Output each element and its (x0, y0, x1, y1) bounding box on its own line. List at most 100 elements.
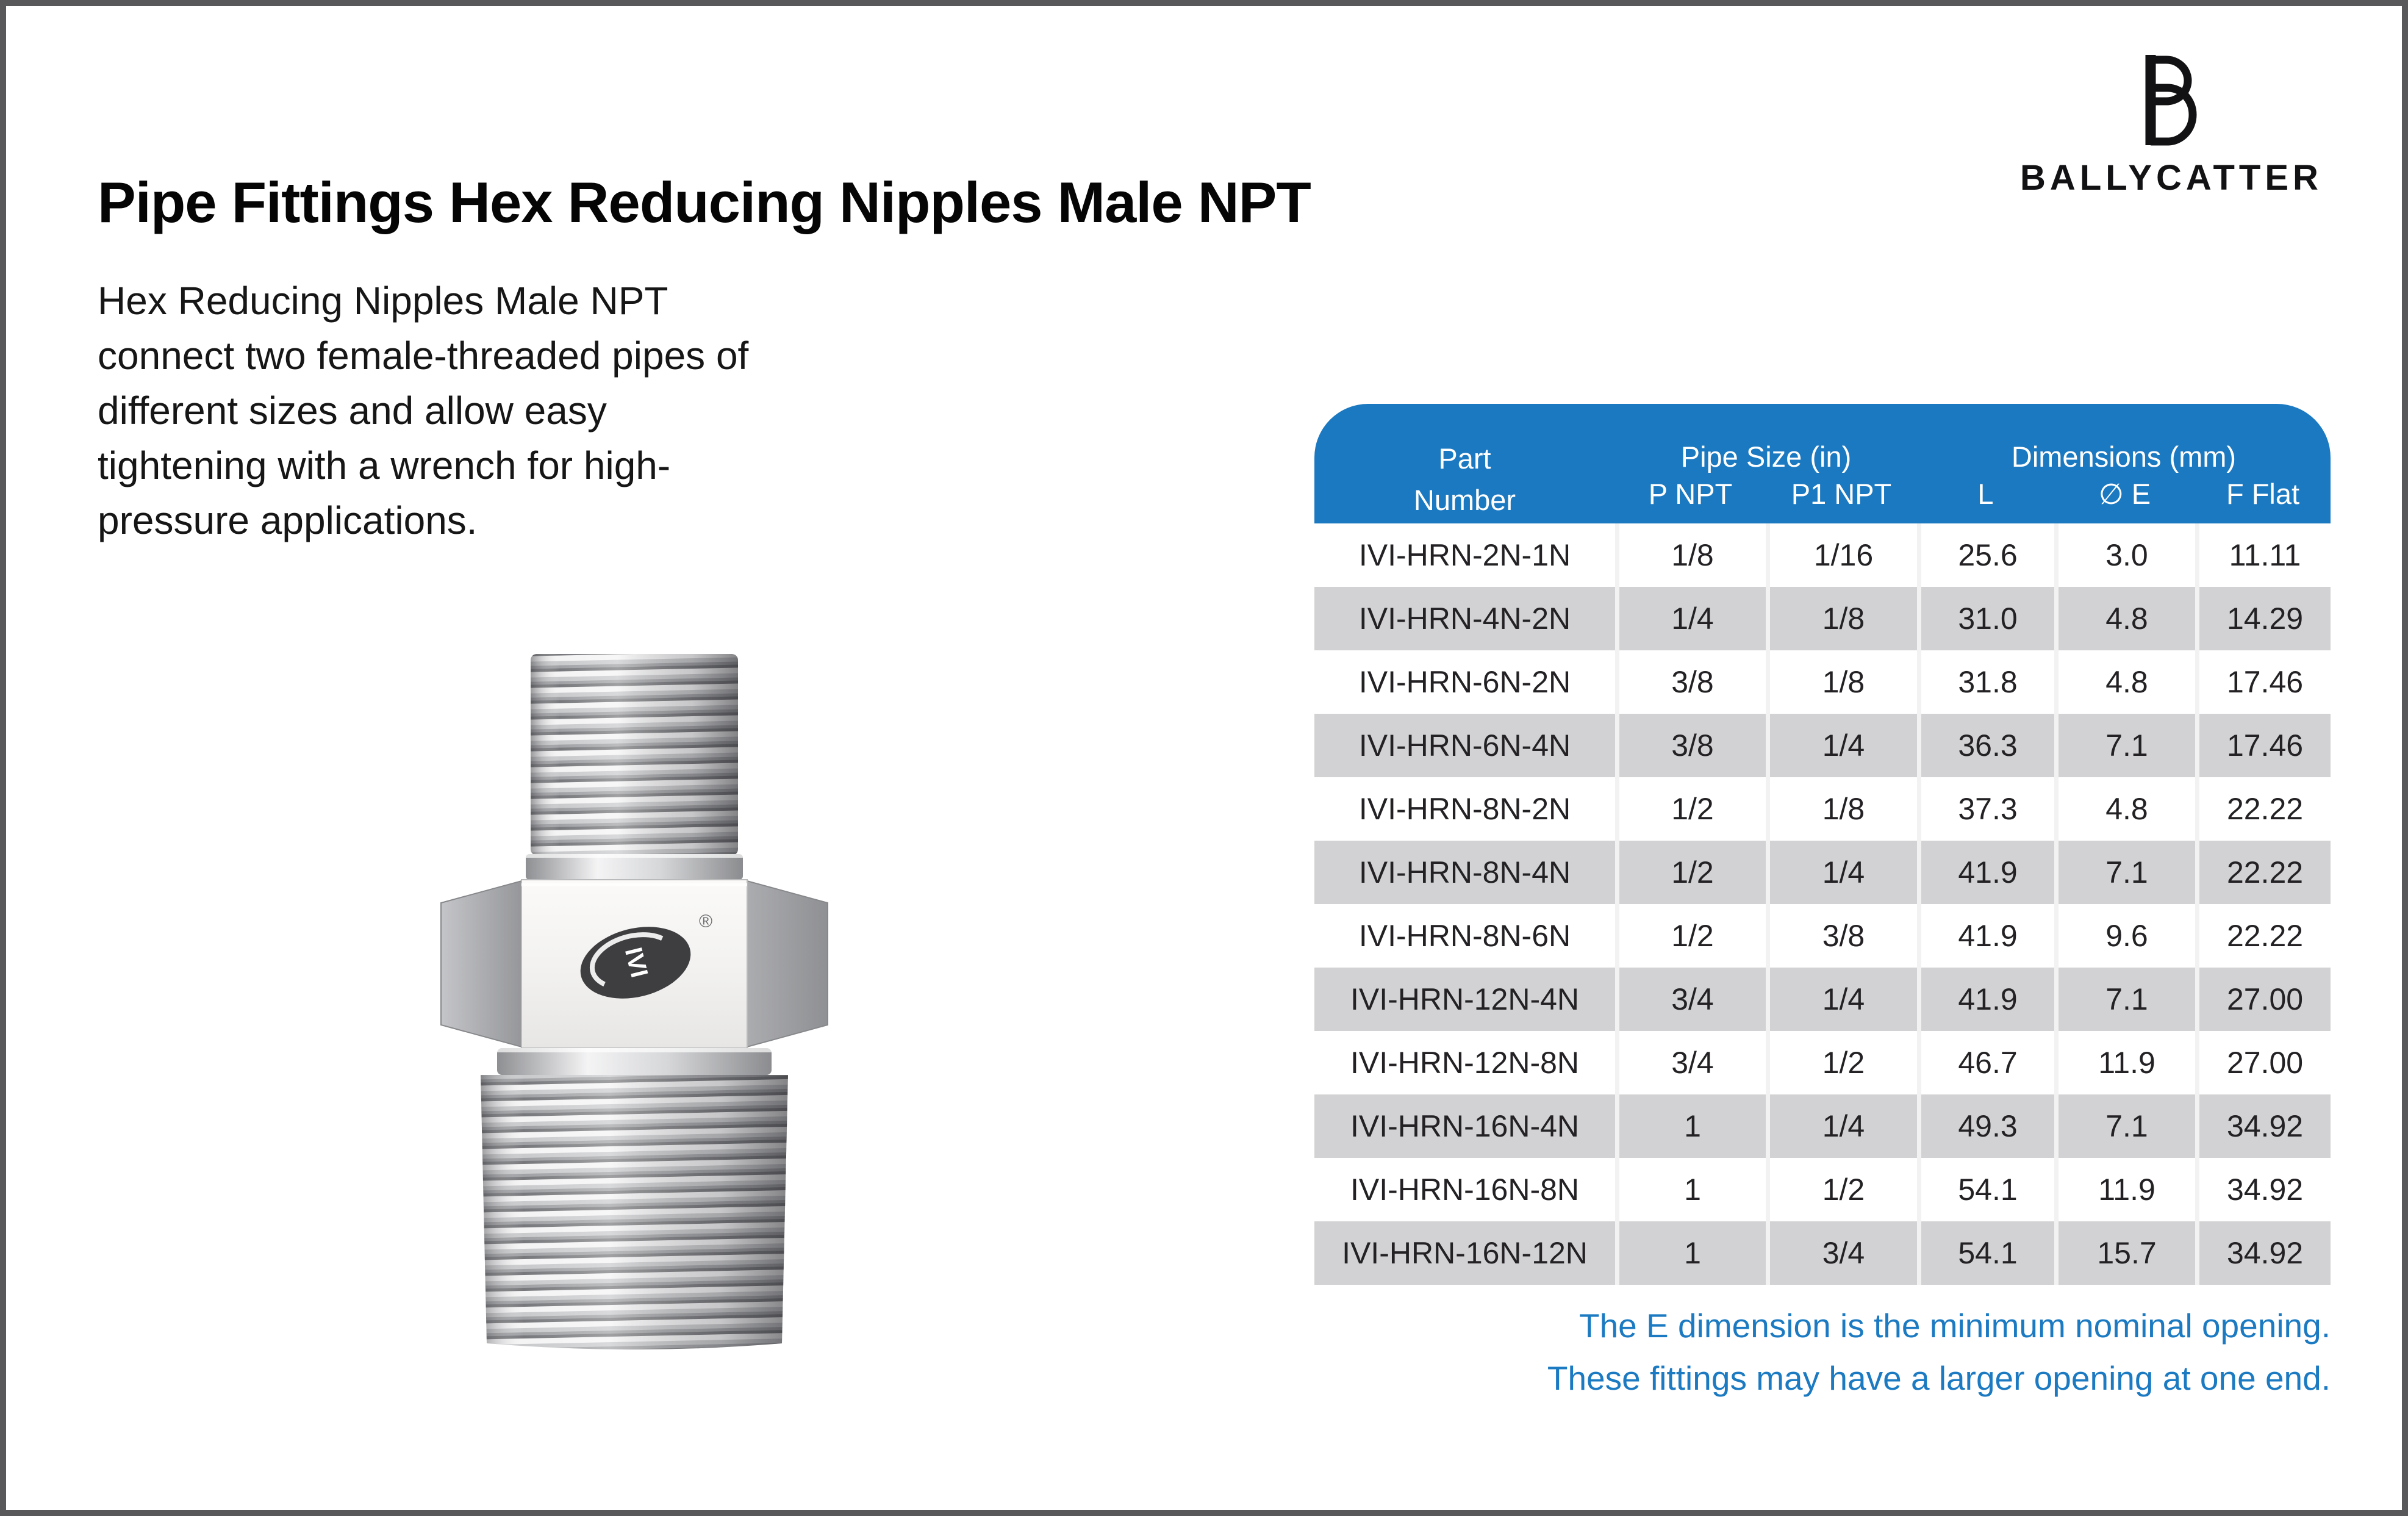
spec-value-cell: 4.8 (2054, 650, 2195, 714)
column-header-l: L (1917, 476, 2054, 523)
part-number-cell: IVI-HRN-16N-4N (1314, 1094, 1615, 1158)
spec-value-cell: 1 (1615, 1094, 1766, 1158)
spec-value-cell: 31.8 (1917, 650, 2054, 714)
spec-value-cell: 11.11 (2195, 523, 2331, 587)
column-header-p1-npt: P1 NPT (1766, 476, 1917, 523)
spec-value-cell: 1 (1615, 1158, 1766, 1221)
spec-value-cell: 22.22 (2195, 841, 2331, 904)
spec-value-cell: 1/8 (1766, 650, 1917, 714)
spec-value-cell: 7.1 (2054, 714, 2195, 777)
part-number-cell: IVI-HRN-12N-8N (1314, 1031, 1615, 1094)
spec-value-cell: 11.9 (2054, 1158, 2195, 1221)
table-footnote: The E dimension is the minimum nominal o… (1547, 1307, 2331, 1397)
part-number-cell: IVI-HRN-8N-4N (1314, 841, 1615, 904)
column-header-diameter-e: ∅ E (2054, 476, 2195, 523)
spec-value-cell: 34.92 (2195, 1158, 2331, 1221)
hex-reducing-nipple-image: IVI ® (440, 654, 828, 1349)
spec-value-cell: 1/4 (1766, 1094, 1917, 1158)
spec-value-cell: 1/2 (1615, 904, 1766, 968)
spec-value-cell: 14.29 (2195, 587, 2331, 650)
part-number-cell: IVI-HRN-6N-2N (1314, 650, 1615, 714)
spec-value-cell: 7.1 (2054, 1094, 2195, 1158)
table-row: IVI-HRN-12N-8N 3/4 1/2 46.7 11.9 27.00 (1314, 1031, 2331, 1094)
spec-value-cell: 7.1 (2054, 841, 2195, 904)
spec-value-cell: 1/8 (1766, 777, 1917, 841)
brand-logo: BALLYCATTER (2007, 54, 2336, 198)
b-monogram-icon (2145, 55, 2197, 146)
brand-name: BALLYCATTER (2020, 158, 2323, 198)
table-row: IVI-HRN-8N-2N 1/2 1/8 37.3 4.8 22.22 (1314, 777, 2331, 841)
spec-value-cell: 3/4 (1615, 1031, 1766, 1094)
spec-table-body: IVI-HRN-2N-1N 1/8 1/16 25.6 3.0 11.11 IVI-HRN-… (1314, 523, 2331, 1285)
spec-value-cell: 3/8 (1615, 714, 1766, 777)
spec-value-cell: 4.8 (2054, 777, 2195, 841)
spec-value-cell: 41.9 (1917, 904, 2054, 968)
spec-value-cell: 34.92 (2195, 1221, 2331, 1285)
table-row: IVI-HRN-2N-1N 1/8 1/16 25.6 3.0 11.11 (1314, 523, 2331, 587)
spec-value-cell: 54.1 (1917, 1158, 2054, 1221)
table-row: IVI-HRN-16N-4N 1 1/4 49.3 7.1 34.92 (1314, 1094, 2331, 1158)
spec-table: Part Number Pipe Size (in) Dimensions (m… (1314, 404, 2331, 1285)
spec-value-cell: 1/16 (1766, 523, 1917, 587)
spec-value-cell: 1/8 (1766, 587, 1917, 650)
part-number-cell: IVI-HRN-2N-1N (1314, 523, 1615, 587)
spec-value-cell: 1/2 (1766, 1031, 1917, 1094)
product-photo-hex-reducing-nipple: IVI ® (369, 641, 863, 1363)
spec-value-cell: 27.00 (2195, 1031, 2331, 1094)
registered-mark: ® (699, 911, 712, 932)
spec-value-cell: 17.46 (2195, 714, 2331, 777)
spec-value-cell: 1/2 (1766, 1158, 1917, 1221)
spec-value-cell: 3.0 (2054, 523, 2195, 587)
table-row: IVI-HRN-4N-2N 1/4 1/8 31.0 4.8 14.29 (1314, 587, 2331, 650)
column-header-f-flat: F Flat (2195, 476, 2331, 523)
part-number-cell: IVI-HRN-8N-6N (1314, 904, 1615, 968)
table-row: IVI-HRN-6N-2N 3/8 1/8 31.8 4.8 17.46 (1314, 650, 2331, 714)
spec-value-cell: 36.3 (1917, 714, 2054, 777)
spec-value-cell: 1/2 (1615, 841, 1766, 904)
table-row: IVI-HRN-16N-8N 1 1/2 54.1 11.9 34.92 (1314, 1158, 2331, 1221)
spec-value-cell: 22.22 (2195, 904, 2331, 968)
spec-table-header: Part Number Pipe Size (in) Dimensions (m… (1314, 404, 2331, 523)
part-number-cell: IVI-HRN-12N-4N (1314, 968, 1615, 1031)
table-row: IVI-HRN-8N-4N 1/2 1/4 41.9 7.1 22.22 (1314, 841, 2331, 904)
spec-value-cell: 46.7 (1917, 1031, 2054, 1094)
spec-value-cell: 41.9 (1917, 968, 2054, 1031)
spec-value-cell: 3/8 (1766, 904, 1917, 968)
table-row: IVI-HRN-12N-4N 3/4 1/4 41.9 7.1 27.00 (1314, 968, 2331, 1031)
spec-value-cell: 3/4 (1615, 968, 1766, 1031)
part-number-cell: IVI-HRN-4N-2N (1314, 587, 1615, 650)
spec-value-cell: 1/2 (1615, 777, 1766, 841)
group-header-pipe-size: Pipe Size (in) (1615, 404, 1917, 476)
spec-value-cell: 27.00 (2195, 968, 2331, 1031)
spec-value-cell: 1/8 (1615, 523, 1766, 587)
part-number-cell: IVI-HRN-16N-12N (1314, 1221, 1615, 1285)
spec-value-cell: 34.92 (2195, 1094, 2331, 1158)
spec-value-cell: 3/8 (1615, 650, 1766, 714)
spec-value-cell: 1 (1615, 1221, 1766, 1285)
part-number-cell: IVI-HRN-8N-2N (1314, 777, 1615, 841)
table-row: IVI-HRN-6N-4N 3/8 1/4 36.3 7.1 17.46 (1314, 714, 2331, 777)
product-description: Hex Reducing Nipples Male NPT connect tw… (98, 279, 749, 542)
spec-value-cell: 1/4 (1766, 714, 1917, 777)
spec-value-cell: 37.3 (1917, 777, 2054, 841)
spec-value-cell: 1/4 (1615, 587, 1766, 650)
part-number-cell: IVI-HRN-6N-4N (1314, 714, 1615, 777)
spec-value-cell: 9.6 (2054, 904, 2195, 968)
column-header-p-npt: P NPT (1615, 476, 1766, 523)
table-row: IVI-HRN-16N-12N 1 3/4 54.1 15.7 34.92 (1314, 1221, 2331, 1285)
spec-value-cell: 7.1 (2054, 968, 2195, 1031)
table-row: IVI-HRN-8N-6N 1/2 3/8 41.9 9.6 22.22 (1314, 904, 2331, 968)
part-number-cell: IVI-HRN-16N-8N (1314, 1158, 1615, 1221)
spec-value-cell: 54.1 (1917, 1221, 2054, 1285)
column-header-part-number: Part Number (1314, 404, 1615, 523)
spec-value-cell: 17.46 (2195, 650, 2331, 714)
spec-value-cell: 11.9 (2054, 1031, 2195, 1094)
group-header-dimensions: Dimensions (mm) (1917, 404, 2331, 476)
spec-value-cell: 31.0 (1917, 587, 2054, 650)
spec-value-cell: 41.9 (1917, 841, 2054, 904)
page-title: Pipe Fittings Hex Reducing Nipples Male … (98, 170, 1311, 234)
spec-value-cell: 1/4 (1766, 841, 1917, 904)
spec-value-cell: 3/4 (1766, 1221, 1917, 1285)
spec-value-cell: 25.6 (1917, 523, 2054, 587)
